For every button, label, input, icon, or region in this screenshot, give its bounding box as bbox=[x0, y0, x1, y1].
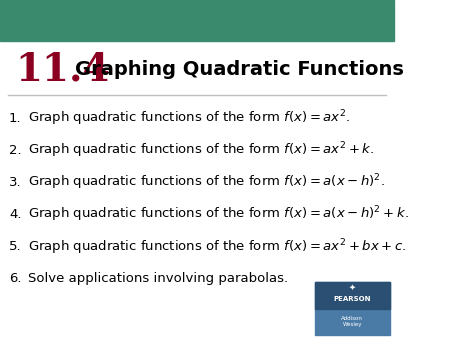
Text: 1.: 1. bbox=[9, 112, 22, 125]
Text: ✦: ✦ bbox=[349, 282, 356, 291]
Text: 6.: 6. bbox=[9, 272, 22, 285]
Text: Solve applications involving parabolas.: Solve applications involving parabolas. bbox=[27, 272, 288, 285]
Text: 3.: 3. bbox=[9, 176, 22, 189]
Text: Graph quadratic functions of the form $f(x) = a(x - h)^2 + k$.: Graph quadratic functions of the form $f… bbox=[27, 205, 408, 224]
Text: 2.: 2. bbox=[9, 144, 22, 157]
FancyBboxPatch shape bbox=[315, 282, 390, 335]
Text: 4.: 4. bbox=[9, 208, 22, 221]
Text: Graph quadratic functions of the form $f(x) = ax^2 + k$.: Graph quadratic functions of the form $f… bbox=[27, 141, 374, 160]
Text: Graphing Quadratic Functions: Graphing Quadratic Functions bbox=[75, 60, 404, 79]
FancyBboxPatch shape bbox=[315, 282, 390, 309]
Text: 11.4: 11.4 bbox=[16, 50, 110, 88]
FancyBboxPatch shape bbox=[0, 0, 394, 41]
Text: Graph quadratic functions of the form $f(x) = ax^2$.: Graph quadratic functions of the form $f… bbox=[27, 108, 350, 128]
Text: Graph quadratic functions of the form $f(x) = a(x - h)^2$.: Graph quadratic functions of the form $f… bbox=[27, 173, 384, 192]
Text: PEARSON: PEARSON bbox=[333, 296, 371, 302]
Text: 5.: 5. bbox=[9, 240, 22, 253]
Text: Addison
Wesley: Addison Wesley bbox=[341, 316, 363, 328]
Text: Graph quadratic functions of the form $f(x) = ax^2 + bx + c$.: Graph quadratic functions of the form $f… bbox=[27, 237, 406, 257]
